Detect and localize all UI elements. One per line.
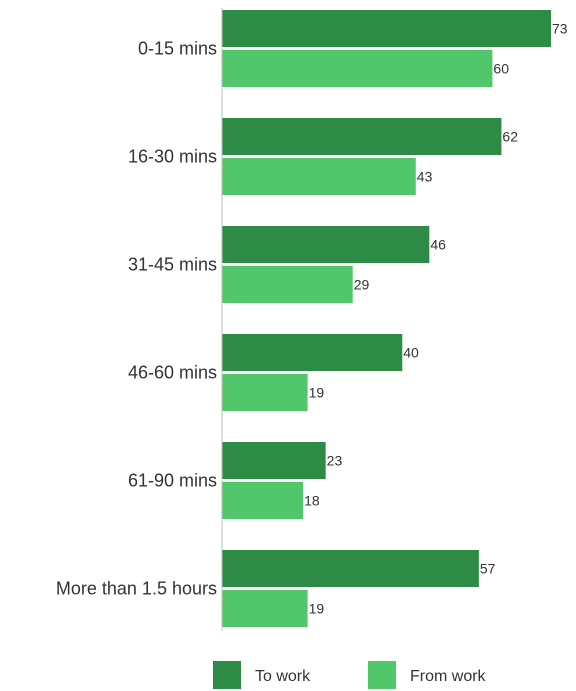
value-label-to-work-46-60-mins: 40 (403, 345, 419, 361)
value-label-from-work-46-60-mins: 19 (309, 385, 325, 401)
category-labels: 0-15 mins 16-30 mins 31-45 mins 46-60 mins 6… (56, 39, 217, 599)
legend-label-from-work: From work (410, 668, 487, 685)
bars-group: 73 60 62 43 46 29 40 19 23 18 57 19 (221, 8, 568, 631)
bar-from-work-more-than-1-5-hours (222, 590, 308, 627)
legend-swatch-to-work (213, 661, 241, 689)
legend-swatch-from-work (368, 661, 396, 689)
bar-to-work-0-15-mins (222, 10, 551, 47)
value-label-from-work-more-than-1-5-hours: 19 (309, 601, 325, 617)
bar-from-work-61-90-mins (222, 482, 304, 519)
category-label-46-60-mins: 46-60 mins (128, 363, 217, 383)
value-label-to-work-more-than-1-5-hours: 57 (480, 561, 496, 577)
category-label-more-than-1-5-hours: More than 1.5 hours (56, 579, 217, 599)
bar-from-work-46-60-mins (222, 374, 308, 411)
bar-to-work-46-60-mins (222, 334, 403, 371)
category-label-16-30-mins: 16-30 mins (128, 147, 217, 167)
bar-from-work-31-45-mins (222, 266, 353, 303)
bar-to-work-more-than-1-5-hours (222, 550, 479, 587)
value-label-from-work-0-15-mins: 60 (493, 61, 509, 77)
category-label-31-45-mins: 31-45 mins (128, 255, 217, 275)
value-label-to-work-0-15-mins: 73 (552, 21, 568, 37)
category-label-0-15-mins: 0-15 mins (138, 39, 217, 59)
value-label-to-work-16-30-mins: 62 (502, 129, 518, 145)
legend: To work From work (213, 661, 487, 689)
category-label-61-90-mins: 61-90 mins (128, 471, 217, 491)
value-label-to-work-31-45-mins: 46 (430, 237, 446, 253)
bar-from-work-16-30-mins (222, 158, 416, 195)
value-label-from-work-61-90-mins: 18 (304, 493, 320, 509)
bar-to-work-31-45-mins (222, 226, 430, 263)
bar-to-work-61-90-mins (222, 442, 326, 479)
value-label-from-work-31-45-mins: 29 (354, 277, 370, 293)
value-label-from-work-16-30-mins: 43 (417, 169, 433, 185)
legend-label-to-work: To work (255, 668, 311, 685)
value-label-to-work-61-90-mins: 23 (327, 453, 343, 469)
bar-from-work-0-15-mins (222, 50, 493, 87)
bar-to-work-16-30-mins (222, 118, 502, 155)
